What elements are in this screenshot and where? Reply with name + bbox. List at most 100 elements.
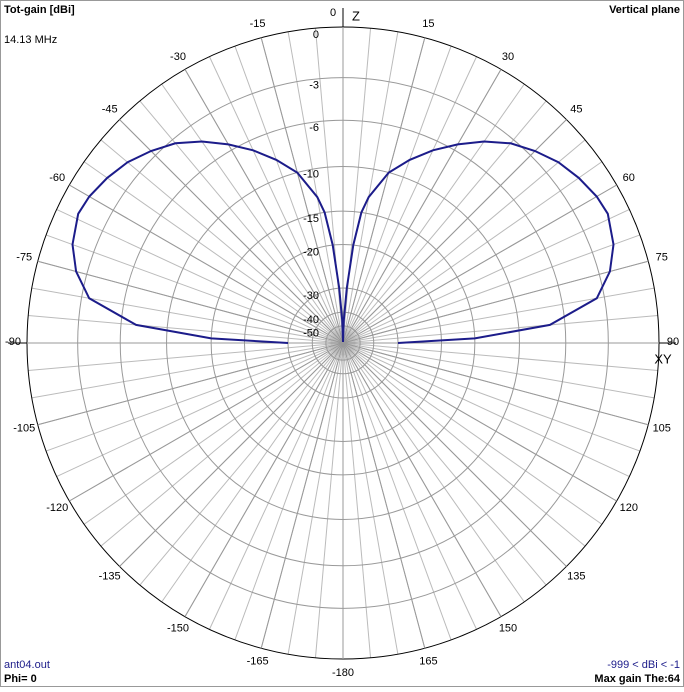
angle-grid-line bbox=[37, 342, 344, 426]
angle-label: -45 bbox=[102, 104, 118, 116]
angle-label: -15 bbox=[250, 18, 266, 30]
spoke bbox=[139, 342, 344, 586]
spoke bbox=[83, 342, 344, 525]
spoke bbox=[342, 100, 547, 344]
angle-label: 120 bbox=[620, 502, 638, 514]
spoke bbox=[314, 28, 344, 344]
angle-grid-line bbox=[119, 119, 344, 344]
angle-label: -60 bbox=[49, 172, 65, 184]
spoke bbox=[342, 45, 452, 344]
chart-title: Tot-gain [dBi] bbox=[4, 4, 75, 16]
angle-grid-line bbox=[119, 342, 344, 567]
angle-grid-line bbox=[342, 342, 649, 426]
spoke bbox=[31, 287, 344, 344]
spoke bbox=[100, 139, 344, 344]
ring-label: 0 bbox=[313, 29, 319, 41]
spoke bbox=[287, 342, 344, 655]
labels: 0 -3 -6 -10 -15 -20 -30 -40 -50 0 15 30 45 60 75 90 105 1… bbox=[5, 7, 679, 679]
spoke bbox=[208, 342, 344, 630]
ring-label: -40 bbox=[303, 314, 319, 326]
angle-grid-line bbox=[342, 184, 617, 344]
angle-grid-line bbox=[342, 342, 567, 567]
angle-label: -150 bbox=[167, 623, 189, 635]
spoke bbox=[342, 342, 630, 478]
ring-label: -6 bbox=[309, 122, 319, 134]
spoke bbox=[342, 287, 655, 344]
angle-grid-line bbox=[184, 69, 344, 344]
spoke bbox=[342, 342, 372, 658]
angle-grid-line bbox=[342, 342, 426, 649]
spoke bbox=[342, 234, 641, 344]
ring-label: -20 bbox=[303, 246, 319, 258]
spoke bbox=[100, 342, 344, 547]
angle-grid-line bbox=[69, 184, 344, 344]
spoke bbox=[342, 208, 630, 344]
spoke bbox=[56, 342, 344, 478]
spoke bbox=[161, 83, 344, 344]
spoke bbox=[161, 342, 344, 603]
spoke bbox=[342, 28, 372, 344]
spoke bbox=[28, 342, 344, 372]
spoke bbox=[287, 31, 344, 344]
file-name: ant04.out bbox=[4, 659, 50, 671]
spoke bbox=[342, 342, 641, 452]
spoke bbox=[342, 342, 547, 586]
max-gain: Max gain The:64 bbox=[594, 673, 680, 685]
angle-grid-line bbox=[37, 260, 344, 344]
angle-label: 105 bbox=[653, 422, 671, 434]
gain-range: -999 < dBi < -1 bbox=[607, 659, 680, 671]
frequency: 14.13 MHz bbox=[4, 34, 57, 46]
ring-label: -10 bbox=[303, 168, 319, 180]
plane-label: Vertical plane bbox=[609, 4, 680, 16]
angle-label: -90 bbox=[5, 336, 21, 348]
spoke bbox=[342, 56, 478, 344]
angle-label: 60 bbox=[623, 172, 635, 184]
angle-grid-line bbox=[342, 119, 567, 344]
spoke bbox=[342, 139, 586, 344]
angle-grid-line bbox=[260, 37, 344, 344]
spoke bbox=[342, 161, 603, 344]
angle-label: 45 bbox=[570, 104, 582, 116]
spoke bbox=[234, 45, 344, 344]
angle-label: 75 bbox=[656, 251, 668, 263]
spoke bbox=[342, 83, 525, 344]
ring-label: -30 bbox=[303, 290, 319, 302]
spoke bbox=[56, 208, 344, 344]
angle-grid-line bbox=[342, 342, 502, 617]
angle-label: -180 bbox=[332, 667, 354, 679]
ring-label: -15 bbox=[303, 213, 319, 225]
angle-grid-line bbox=[69, 342, 344, 502]
angle-grid-line bbox=[342, 37, 426, 344]
spoke bbox=[208, 56, 344, 344]
angle-grid-line bbox=[260, 342, 344, 649]
spoke bbox=[31, 342, 344, 399]
spoke bbox=[342, 342, 658, 372]
pattern-line bbox=[71, 140, 615, 344]
angle-grid-line bbox=[184, 342, 344, 617]
angle-label: -120 bbox=[46, 502, 68, 514]
spoke bbox=[342, 342, 603, 525]
spoke bbox=[45, 342, 344, 452]
angle-label: 90 bbox=[667, 336, 679, 348]
spoke bbox=[342, 342, 586, 547]
phi-label: Phi= 0 bbox=[4, 673, 37, 685]
angle-grid-line bbox=[342, 260, 649, 344]
angle-label: -75 bbox=[16, 251, 32, 263]
ring-label: -3 bbox=[309, 80, 319, 92]
angle-label: -135 bbox=[99, 570, 121, 582]
angle-label: -30 bbox=[170, 51, 186, 63]
spoke bbox=[342, 342, 478, 630]
spoke bbox=[45, 234, 344, 344]
spoke bbox=[342, 314, 658, 344]
grid bbox=[8, 8, 676, 660]
angle-label: -165 bbox=[247, 656, 269, 668]
spoke bbox=[342, 342, 525, 603]
spoke bbox=[314, 342, 344, 658]
angle-label: 0 bbox=[330, 7, 336, 19]
spoke bbox=[234, 342, 344, 641]
spoke bbox=[83, 161, 344, 344]
angle-grid-line bbox=[342, 342, 617, 502]
ring-label: -50 bbox=[303, 328, 319, 340]
z-axis-label: Z bbox=[352, 8, 360, 23]
